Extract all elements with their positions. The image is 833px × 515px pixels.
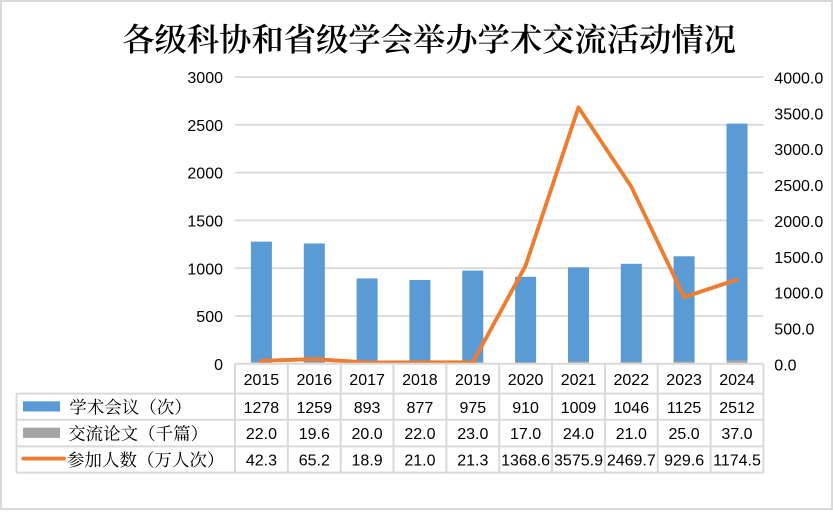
svg-text:2017: 2017: [349, 372, 385, 389]
svg-text:0.0: 0.0: [774, 357, 796, 374]
svg-text:1259: 1259: [297, 400, 333, 417]
svg-text:500: 500: [196, 309, 223, 326]
svg-text:1500: 1500: [187, 214, 223, 231]
svg-text:22.0: 22.0: [246, 426, 277, 443]
svg-text:3000: 3000: [187, 70, 223, 87]
svg-text:2021: 2021: [561, 372, 597, 389]
svg-text:18.9: 18.9: [352, 453, 383, 470]
svg-text:21.0: 21.0: [404, 453, 435, 470]
svg-text:20.0: 20.0: [352, 426, 383, 443]
svg-text:2018: 2018: [402, 372, 438, 389]
svg-text:893: 893: [354, 400, 381, 417]
svg-text:500.0: 500.0: [774, 322, 814, 339]
svg-text:2016: 2016: [297, 372, 333, 389]
svg-text:2500.0: 2500.0: [774, 178, 823, 195]
svg-text:2023: 2023: [666, 372, 702, 389]
svg-text:2500: 2500: [187, 118, 223, 135]
svg-text:2024: 2024: [719, 372, 755, 389]
svg-text:25.0: 25.0: [669, 426, 700, 443]
svg-text:42.3: 42.3: [246, 453, 277, 470]
svg-text:0: 0: [214, 357, 223, 374]
svg-text:4000.0: 4000.0: [774, 71, 823, 88]
svg-text:975: 975: [459, 400, 486, 417]
svg-text:2015: 2015: [244, 372, 280, 389]
svg-text:1278: 1278: [244, 400, 280, 417]
svg-text:22.0: 22.0: [404, 426, 435, 443]
svg-text:1368.6: 1368.6: [501, 453, 550, 470]
svg-text:65.2: 65.2: [299, 453, 330, 470]
svg-text:877: 877: [407, 400, 434, 417]
svg-text:1500.0: 1500.0: [774, 250, 823, 267]
svg-text:2469.7: 2469.7: [607, 453, 656, 470]
svg-text:2020: 2020: [508, 372, 544, 389]
svg-text:37.0: 37.0: [721, 426, 752, 443]
svg-text:3500.0: 3500.0: [774, 106, 823, 123]
svg-text:910: 910: [512, 400, 539, 417]
svg-text:24.0: 24.0: [563, 426, 594, 443]
svg-text:1046: 1046: [614, 400, 650, 417]
svg-text:2019: 2019: [455, 372, 491, 389]
svg-text:23.0: 23.0: [457, 426, 488, 443]
svg-text:1125: 1125: [667, 400, 702, 417]
svg-text:19.6: 19.6: [299, 426, 330, 443]
svg-text:929.6: 929.6: [664, 453, 704, 470]
svg-text:21.3: 21.3: [457, 453, 488, 470]
svg-text:2000: 2000: [187, 166, 223, 183]
svg-text:2022: 2022: [614, 372, 650, 389]
svg-text:2512: 2512: [719, 400, 755, 417]
svg-text:3000.0: 3000.0: [774, 142, 823, 159]
svg-text:1174.5: 1174.5: [713, 453, 761, 470]
svg-text:21.0: 21.0: [616, 426, 647, 443]
svg-text:3575.9: 3575.9: [554, 453, 603, 470]
svg-text:1009: 1009: [561, 400, 597, 417]
svg-text:1000: 1000: [187, 261, 223, 278]
svg-text:2000.0: 2000.0: [774, 214, 823, 231]
svg-text:17.0: 17.0: [510, 426, 541, 443]
svg-text:1000.0: 1000.0: [774, 286, 823, 303]
